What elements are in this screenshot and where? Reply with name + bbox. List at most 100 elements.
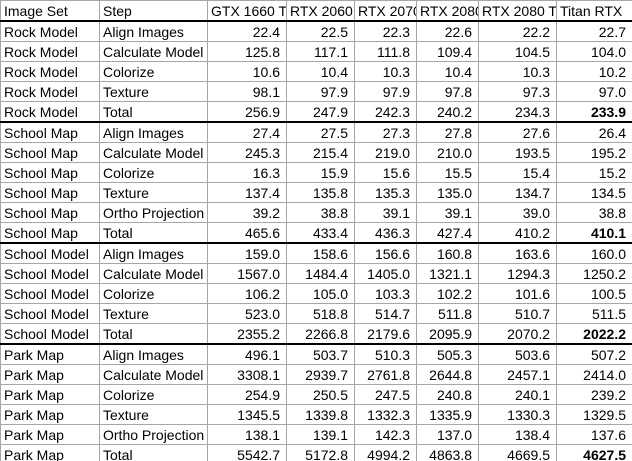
table-row: Rock Model Total 256.9 247.9 242.3 240.2… [0, 101, 632, 123]
cell-value: 22.5 [286, 20, 355, 42]
cell-value: 39.0 [478, 202, 557, 223]
cell-value: 242.3 [354, 101, 417, 123]
cell-step: Align Images [99, 242, 208, 264]
cell-value: 104.5 [478, 41, 557, 62]
cell-value: 97.3 [478, 81, 557, 102]
column-header-rtx-2060: RTX 2060 [286, 0, 355, 22]
cell-value: 239.2 [556, 384, 632, 405]
cell-value: 137.0 [416, 424, 479, 445]
cell-value: 5172.8 [286, 444, 355, 461]
cell-image-set: Park Map [0, 404, 100, 425]
cell-value: 510.3 [354, 343, 417, 365]
cell-value: 511.8 [416, 303, 479, 324]
cell-value: 507.2 [556, 343, 632, 365]
cell-value: 156.6 [354, 242, 417, 264]
cell-image-set: School Map [0, 162, 100, 183]
cell-value: 4627.5 [556, 444, 632, 461]
table-row: School Map Total 465.6 433.4 436.3 427.4… [0, 222, 632, 244]
cell-value: 2761.8 [354, 364, 417, 385]
cell-value: 195.2 [556, 142, 632, 163]
cell-value: 39.1 [416, 202, 479, 223]
column-header-rtx-2080: RTX 2080 [416, 0, 479, 22]
cell-value: 27.8 [416, 121, 479, 143]
cell-image-set: School Map [0, 202, 100, 223]
cell-value: 22.7 [556, 20, 632, 42]
cell-image-set: Park Map [0, 424, 100, 445]
cell-value: 97.9 [286, 81, 355, 102]
cell-value: 505.3 [416, 343, 479, 365]
cell-step: Total [99, 444, 208, 461]
cell-value: 39.2 [207, 202, 287, 223]
column-header-step: Step [99, 0, 208, 22]
cell-value: 15.9 [286, 162, 355, 183]
cell-value: 2070.2 [478, 323, 557, 345]
cell-value: 427.4 [416, 222, 479, 244]
cell-step: Colorize [99, 283, 208, 304]
cell-image-set: Park Map [0, 444, 100, 461]
cell-step: Align Images [99, 20, 208, 42]
cell-value: 3308.1 [207, 364, 287, 385]
cell-value: 256.9 [207, 101, 287, 123]
table-body: Rock Model Align Images 22.4 22.5 22.3 2… [0, 20, 632, 461]
cell-step: Total [99, 323, 208, 345]
table-row: Rock Model Calculate Model 125.8 117.1 1… [0, 41, 632, 62]
table-row: School Map Texture 137.4 135.8 135.3 135… [0, 182, 632, 203]
cell-value: 139.1 [286, 424, 355, 445]
cell-value: 97.0 [556, 81, 632, 102]
table-row: School Map Colorize 16.3 15.9 15.6 15.5 … [0, 162, 632, 183]
table-row: Rock Model Colorize 10.6 10.4 10.3 10.4 … [0, 61, 632, 82]
cell-value: 10.4 [416, 61, 479, 82]
cell-step: Colorize [99, 162, 208, 183]
cell-value: 247.9 [286, 101, 355, 123]
cell-value: 518.8 [286, 303, 355, 324]
cell-value: 10.3 [354, 61, 417, 82]
cell-value: 103.3 [354, 283, 417, 304]
cell-value: 163.6 [478, 242, 557, 264]
cell-value: 160.8 [416, 242, 479, 264]
cell-value: 240.2 [416, 101, 479, 123]
cell-value: 254.9 [207, 384, 287, 405]
table-row: School Model Texture 523.0 518.8 514.7 5… [0, 303, 632, 324]
cell-value: 10.3 [478, 61, 557, 82]
table-row: Park Map Total 5542.7 5172.8 4994.2 4863… [0, 444, 632, 461]
cell-value: 523.0 [207, 303, 287, 324]
cell-value: 1294.3 [478, 263, 557, 284]
table-row: School Map Ortho Projection 39.2 38.8 39… [0, 202, 632, 223]
cell-value: 15.5 [416, 162, 479, 183]
cell-value: 10.6 [207, 61, 287, 82]
cell-value: 436.3 [354, 222, 417, 244]
cell-value: 134.5 [556, 182, 632, 203]
cell-step: Ortho Projection [99, 202, 208, 223]
table-row: School Model Total 2355.2 2266.8 2179.6 … [0, 323, 632, 345]
cell-value: 433.4 [286, 222, 355, 244]
cell-value: 22.3 [354, 20, 417, 42]
cell-value: 22.4 [207, 20, 287, 42]
cell-value: 1332.3 [354, 404, 417, 425]
cell-value: 134.7 [478, 182, 557, 203]
table-row: Park Map Texture 1345.5 1339.8 1332.3 13… [0, 404, 632, 425]
cell-value: 10.4 [286, 61, 355, 82]
cell-value: 2644.8 [416, 364, 479, 385]
cell-step: Colorize [99, 384, 208, 405]
cell-image-set: Rock Model [0, 61, 100, 82]
cell-value: 210.0 [416, 142, 479, 163]
header-row: Image Set Step GTX 1660 Ti RTX 2060 RTX … [0, 0, 632, 22]
cell-value: 159.0 [207, 242, 287, 264]
cell-value: 2355.2 [207, 323, 287, 345]
cell-image-set: Rock Model [0, 41, 100, 62]
cell-image-set: Rock Model [0, 81, 100, 102]
cell-value: 510.7 [478, 303, 557, 324]
cell-value: 16.3 [207, 162, 287, 183]
cell-image-set: Park Map [0, 384, 100, 405]
cell-value: 410.2 [478, 222, 557, 244]
table-row: School Map Calculate Model 245.3 215.4 2… [0, 142, 632, 163]
cell-value: 240.1 [478, 384, 557, 405]
cell-value: 39.1 [354, 202, 417, 223]
column-header-titan-rtx: Titan RTX [556, 0, 632, 22]
cell-value: 465.6 [207, 222, 287, 244]
cell-step: Texture [99, 81, 208, 102]
cell-value: 1567.0 [207, 263, 287, 284]
cell-value: 496.1 [207, 343, 287, 365]
cell-value: 100.5 [556, 283, 632, 304]
